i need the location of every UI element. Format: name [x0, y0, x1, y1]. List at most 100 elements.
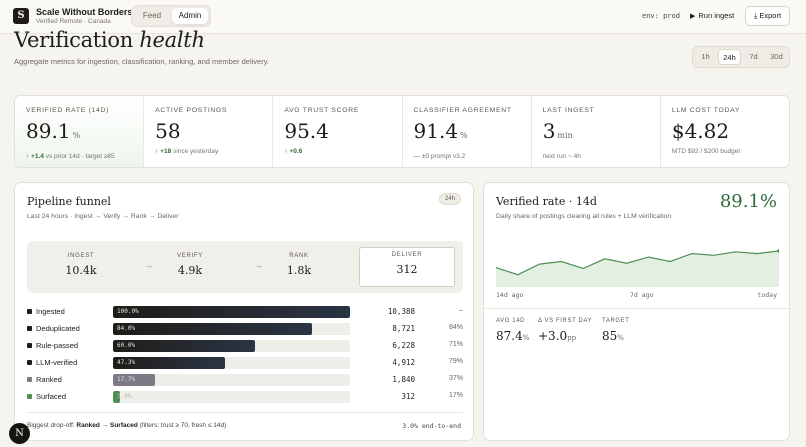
stage-strip: INGEST 10.4k → VERIFY 4.9k → RANK 1.8k →… [27, 241, 463, 293]
kpi-note: vs prior 14d · target ≥85 [45, 153, 115, 160]
environment-label: env: prod [642, 12, 680, 20]
stage-deliver: DELIVER 312 [359, 247, 455, 287]
end-to-end-rate: 3.0% end-to-end [402, 422, 461, 430]
divider [484, 308, 791, 309]
stat-label: Δ VS FIRST DAY [538, 318, 593, 324]
card-subtitle: Daily share of postings clearing all rul… [496, 213, 672, 220]
verified-rate-chart [496, 249, 779, 287]
funnel-row-name: Deduplicated [36, 324, 80, 333]
funnel-count: 4,912 [392, 358, 415, 367]
kpi-number: 58 [155, 119, 181, 143]
x-tick-label: today [757, 291, 777, 299]
tab-feed[interactable]: Feed [142, 11, 162, 20]
stat-number: 87.4 [496, 329, 523, 343]
funnel-step-rate: 84% [448, 324, 463, 331]
stat-unit: pp [567, 334, 577, 342]
stage-label: VERIFY [177, 253, 203, 259]
stage-value: 4.9k [177, 264, 203, 277]
range-7d[interactable]: 7d [749, 52, 758, 61]
funnel-row: Deduplicated 84.0% 8,721 84% [27, 323, 463, 335]
stage-label: INGEST [67, 253, 95, 259]
pipeline-funnel-card: Pipeline funnel Last 24 hours · Ingest →… [14, 182, 474, 441]
card-title: Verified rate · 14d [496, 195, 597, 208]
user-avatar[interactable]: N [9, 423, 30, 444]
kpi-foot: ↑ +0.6 [284, 148, 390, 155]
funnel-row: Ingested 100.0% 10,388 – [27, 306, 463, 318]
funnel-row-name: LLM-verified [36, 358, 78, 367]
series-dot [27, 360, 32, 365]
funnel-bar-label: 47.3% [117, 359, 136, 366]
funnel-row-name: Ingested [36, 307, 65, 316]
funnel-step-rate: 79% [448, 358, 463, 365]
range-24h[interactable]: 24h [718, 49, 741, 65]
chart-point [777, 249, 779, 253]
range-badge: 24h [439, 193, 461, 205]
kpi-delta: ↑ +1.4 [26, 153, 44, 160]
kpi-foot: ↑ +18 since yesterday [155, 148, 261, 155]
funnel-step-rate: 37% [448, 375, 463, 382]
funnel-bar-track: 100.0% [113, 306, 350, 318]
stat-value: 85% [602, 329, 630, 343]
kpi-number: 95.4 [284, 119, 329, 143]
funnel-row: LLM-verified 47.3% 4,912 79% [27, 357, 463, 369]
export-button[interactable]: ⤓ Export [745, 6, 790, 26]
kpi-delta: ↑ +18 [155, 148, 172, 155]
run-ingest-button[interactable]: ▶ Run ingest [690, 11, 734, 20]
stage-value: 10.4k [65, 264, 97, 277]
kpi-llm-cost: LLM COST TODAY $4.82 MTD $92 / $200 budg… [661, 96, 789, 167]
funnel-bar-label: 17.7% [117, 376, 136, 383]
funnel-bar-track: 17.7% [113, 374, 350, 386]
funnel-step-rate: – [459, 307, 463, 314]
funnel-bar-label: 84.0% [117, 325, 136, 332]
page-title: Verification health [14, 27, 205, 53]
verified-rate-card: Verified rate · 14d 89.1% Daily share of… [483, 182, 791, 441]
funnel-step-rate: 17% [448, 392, 463, 399]
kpi-note: prompt v3.2 [430, 153, 466, 160]
funnel-bar [113, 357, 225, 369]
kpi-label: LAST INGEST [542, 107, 595, 114]
series-dot [27, 309, 32, 314]
view-switcher: Feed Admin [131, 5, 211, 27]
funnel-bar-track: 84.0% [113, 323, 350, 335]
kpi-label: ACTIVE POSTINGS [155, 107, 228, 114]
kpi-number: 91.4 [413, 119, 459, 143]
kpi-unit: % [72, 131, 81, 140]
chart-line [496, 250, 779, 276]
kpi-label: LLM COST TODAY [671, 107, 741, 114]
kpi-delta: ↑ +0.6 [284, 148, 303, 155]
kpi-number: $4.82 [671, 119, 730, 143]
range-1h[interactable]: 1h [701, 52, 710, 61]
funnel-bar-label: 60.0% [117, 342, 136, 349]
kpi-unit: % [460, 131, 468, 140]
kpi-note: next run ~ 4h [542, 153, 581, 160]
kpi-unit: min [557, 131, 573, 140]
stat-avg: AVG 14D 87.4% [496, 318, 529, 343]
funnel-count: 6,228 [392, 341, 415, 350]
kpi-verified-rate: VERIFIED RATE (14D) 89.1% ↑ +1.4 vs prio… [15, 96, 145, 167]
drop-off-stage: Ranked → Surfaced [76, 422, 138, 429]
kpi-foot: MTD $92 / $200 budget [672, 148, 778, 155]
kpi-number: 3 [542, 119, 556, 143]
funnel-row-name: Rule-passed [36, 341, 79, 350]
kpi-last-ingest: LAST INGEST 3 min next run ~ 4h [532, 96, 661, 167]
funnel-bar [113, 323, 312, 335]
kpi-note: since yesterday [173, 148, 219, 155]
funnel-bar [113, 340, 255, 352]
funnel-bar-label: 100.0% [117, 308, 139, 315]
export-label: Export [759, 11, 782, 20]
funnel-count: 10,388 [387, 307, 415, 316]
kpi-number: 89.1 [26, 119, 71, 143]
page-title-italic: health [139, 28, 205, 52]
kpi-label: VERIFIED RATE (14D) [26, 107, 110, 114]
kpi-label: CLASSIFIER AGREEMENT [413, 107, 512, 114]
funnel-row: Surfaced 3.0% 312 17% [27, 391, 463, 403]
kpi-foot: ↑ +1.4 vs prior 14d · target ≥85 [26, 153, 132, 160]
top-bar: S Scale Without Borders Verified Remote … [0, 0, 806, 34]
funnel-bar-track: 47.3% [113, 357, 350, 369]
tab-admin[interactable]: Admin [172, 8, 208, 24]
stat-unit: % [522, 334, 530, 342]
range-30d[interactable]: 30d [770, 52, 783, 61]
x-tick-label: 14d ago [496, 291, 524, 299]
funnel-count: 8,721 [392, 324, 415, 333]
kpi-value: 91.4% [414, 120, 520, 147]
